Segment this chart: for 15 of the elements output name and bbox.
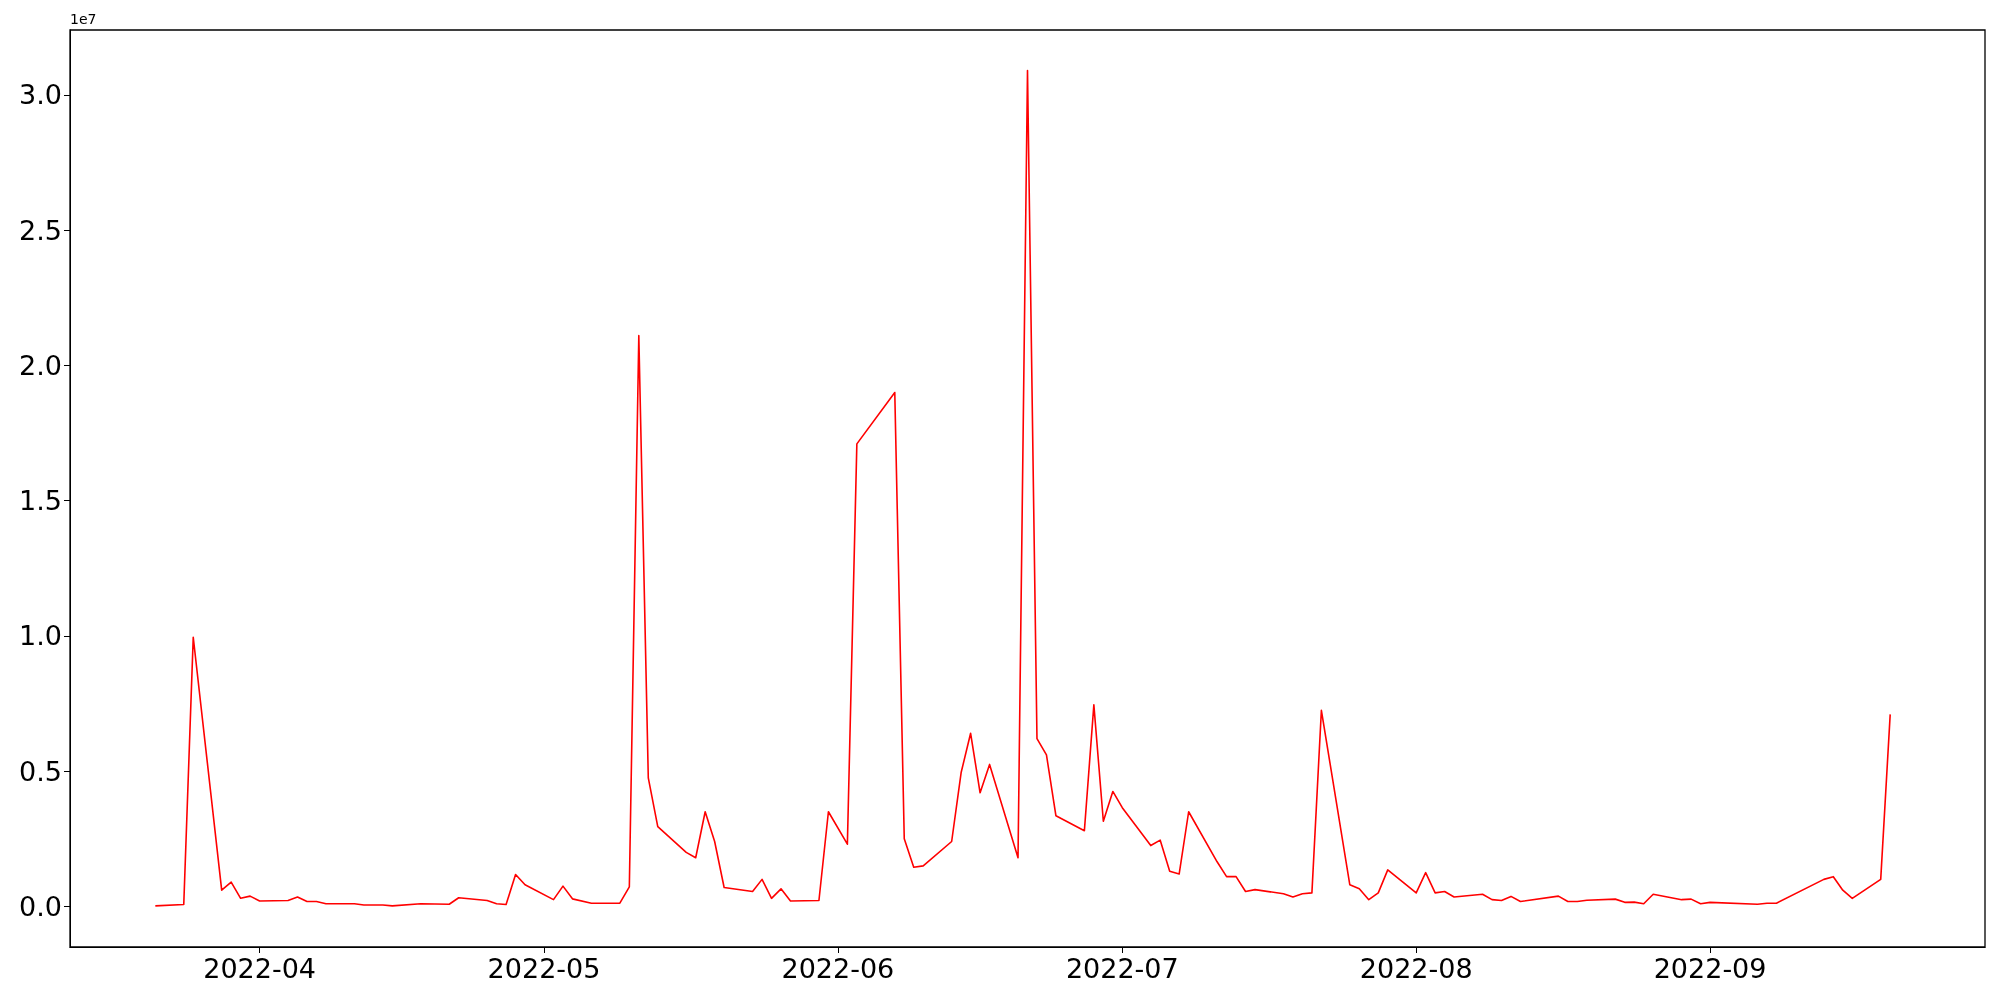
y-tick-label: 3.0 (19, 79, 62, 111)
x-tick-label: 2022-04 (203, 953, 317, 984)
y-tick-label: 1.5 (19, 485, 62, 517)
x-tick-label: 2022-08 (1359, 953, 1473, 984)
y-tick-label: 2.0 (19, 349, 62, 381)
text: 1e7 (70, 11, 97, 27)
y-tick-label: 2.5 (19, 214, 62, 246)
y-tick-label: 0.0 (19, 890, 62, 922)
x-tick-label: 2022-09 (1653, 953, 1767, 984)
x-tick-label: 2022-06 (781, 953, 895, 984)
x-tick-label: 2022-07 (1065, 953, 1179, 984)
line-series (154, 69, 1891, 907)
x-tick-label: 2022-05 (487, 953, 601, 984)
y-tick-label: 0.5 (19, 755, 62, 787)
y-tick-label: 1.0 (19, 620, 62, 652)
